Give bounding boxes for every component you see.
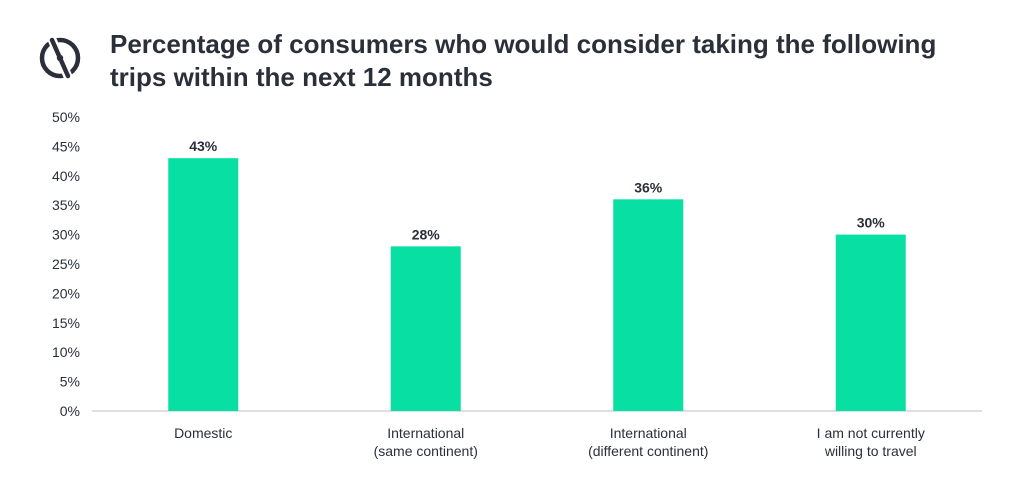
- bar: [835, 234, 906, 411]
- y-tick-label: 25%: [52, 256, 80, 272]
- bar: [168, 158, 239, 411]
- bar: [613, 199, 684, 411]
- category-label: Domestic: [174, 425, 232, 441]
- y-tick-label: 5%: [60, 374, 80, 390]
- y-tick-label: 45%: [52, 138, 80, 154]
- compass-logo-icon: [39, 35, 81, 81]
- chart-title: Percentage of consumers who would consid…: [110, 29, 937, 92]
- y-tick-label: 40%: [52, 168, 80, 184]
- category-label: I am not currently willing to travel: [817, 425, 925, 459]
- y-tick-label: 10%: [52, 344, 80, 360]
- category-label: International (different continent): [588, 425, 708, 459]
- data-label: 43%: [189, 138, 218, 154]
- data-label: 30%: [857, 215, 886, 231]
- y-tick-label: 20%: [52, 285, 80, 301]
- y-tick-label: 15%: [52, 315, 80, 331]
- data-label: 28%: [412, 226, 441, 242]
- y-tick-label: 0%: [60, 403, 80, 419]
- category-label: International (same continent): [374, 425, 478, 459]
- y-tick-label: 30%: [52, 227, 80, 243]
- data-label: 36%: [634, 179, 663, 195]
- chart-header: Percentage of consumers who would consid…: [32, 26, 992, 96]
- y-tick-label: 50%: [52, 109, 80, 125]
- bar: [390, 246, 461, 411]
- y-tick-label: 35%: [52, 197, 80, 213]
